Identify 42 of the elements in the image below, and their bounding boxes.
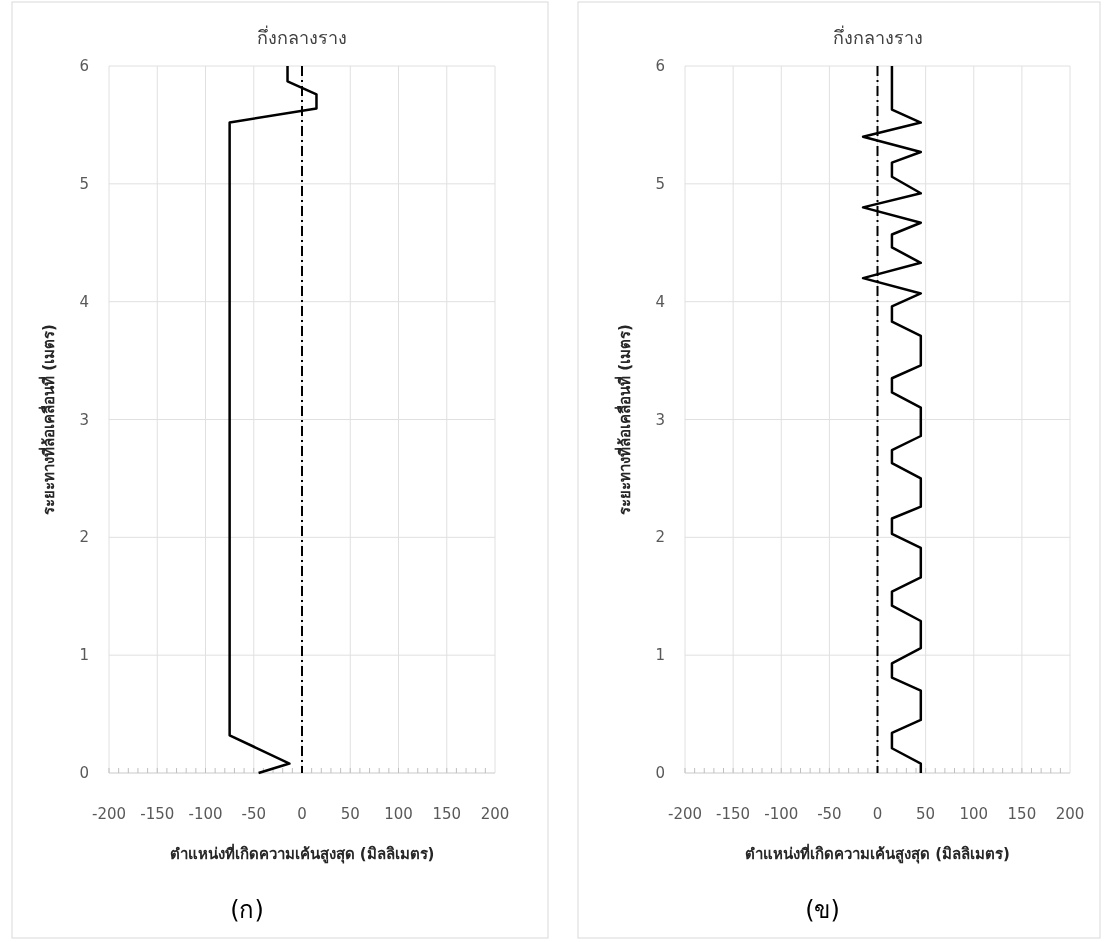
y-tick-label: 2 [79,528,89,547]
text: (ก) [230,896,264,924]
y-axis-title: ระยะทางที่ล้อเคลื่อนที่ (เมตร) [38,324,58,515]
x-tick-label: 200 [480,805,510,823]
x-tick-label: 50 [916,805,936,823]
x-tick-label: 200 [1055,805,1085,823]
x-tick-label: 100 [959,805,989,823]
x-tick-label: -100 [764,805,799,823]
y-tick-label: 3 [655,410,665,429]
y-axis-title: ระยะทางที่ล้อเคลื่อนที่ (เมตร) [614,324,634,515]
chart-title: กึ่งกลางราง [257,25,347,48]
text: (ข) [805,896,840,924]
line-series [861,64,923,775]
x-tick-label: -200 [91,805,127,823]
y-tick-label: 5 [79,174,89,193]
y-tick-label: 4 [655,292,665,311]
y-tick-label: 6 [655,57,665,75]
x-tick-label: -150 [140,805,175,823]
x-tick-label: -200 [667,805,703,823]
y-tick-label: 4 [79,292,89,311]
y-tick-label: 6 [79,57,89,75]
chart-title: กึ่งกลางราง [832,25,923,48]
x-tick-label: -150 [716,805,751,823]
x-tick-label: 0 [297,805,307,823]
x-tick-label: -100 [188,805,223,823]
x-axis-title: ตำแหน่งที่เกิดความเค้นสูงสุด (มิลลิเมตร) [745,843,1010,864]
x-tick-label: 150 [1007,805,1037,823]
y-tick-label: 5 [655,174,665,193]
x-tick-label: -50 [817,805,842,823]
x-tick-label: 100 [384,805,413,823]
y-tick-label: 3 [79,410,89,429]
x-tick-label: -50 [241,805,266,823]
y-tick-label: 0 [79,764,89,782]
x-tick-label: 150 [432,805,462,823]
y-tick-label: 2 [655,528,665,547]
line-series [228,64,318,775]
x-axis-title: ตำแหน่งที่เกิดความเค้นสูงสุด (มิลลิเมตร) [169,843,435,864]
y-tick-label: 1 [655,646,665,665]
x-tick-label: 0 [872,805,883,823]
y-tick-label: 0 [655,764,665,782]
x-tick-label: 50 [340,805,360,823]
y-tick-label: 1 [79,646,89,665]
